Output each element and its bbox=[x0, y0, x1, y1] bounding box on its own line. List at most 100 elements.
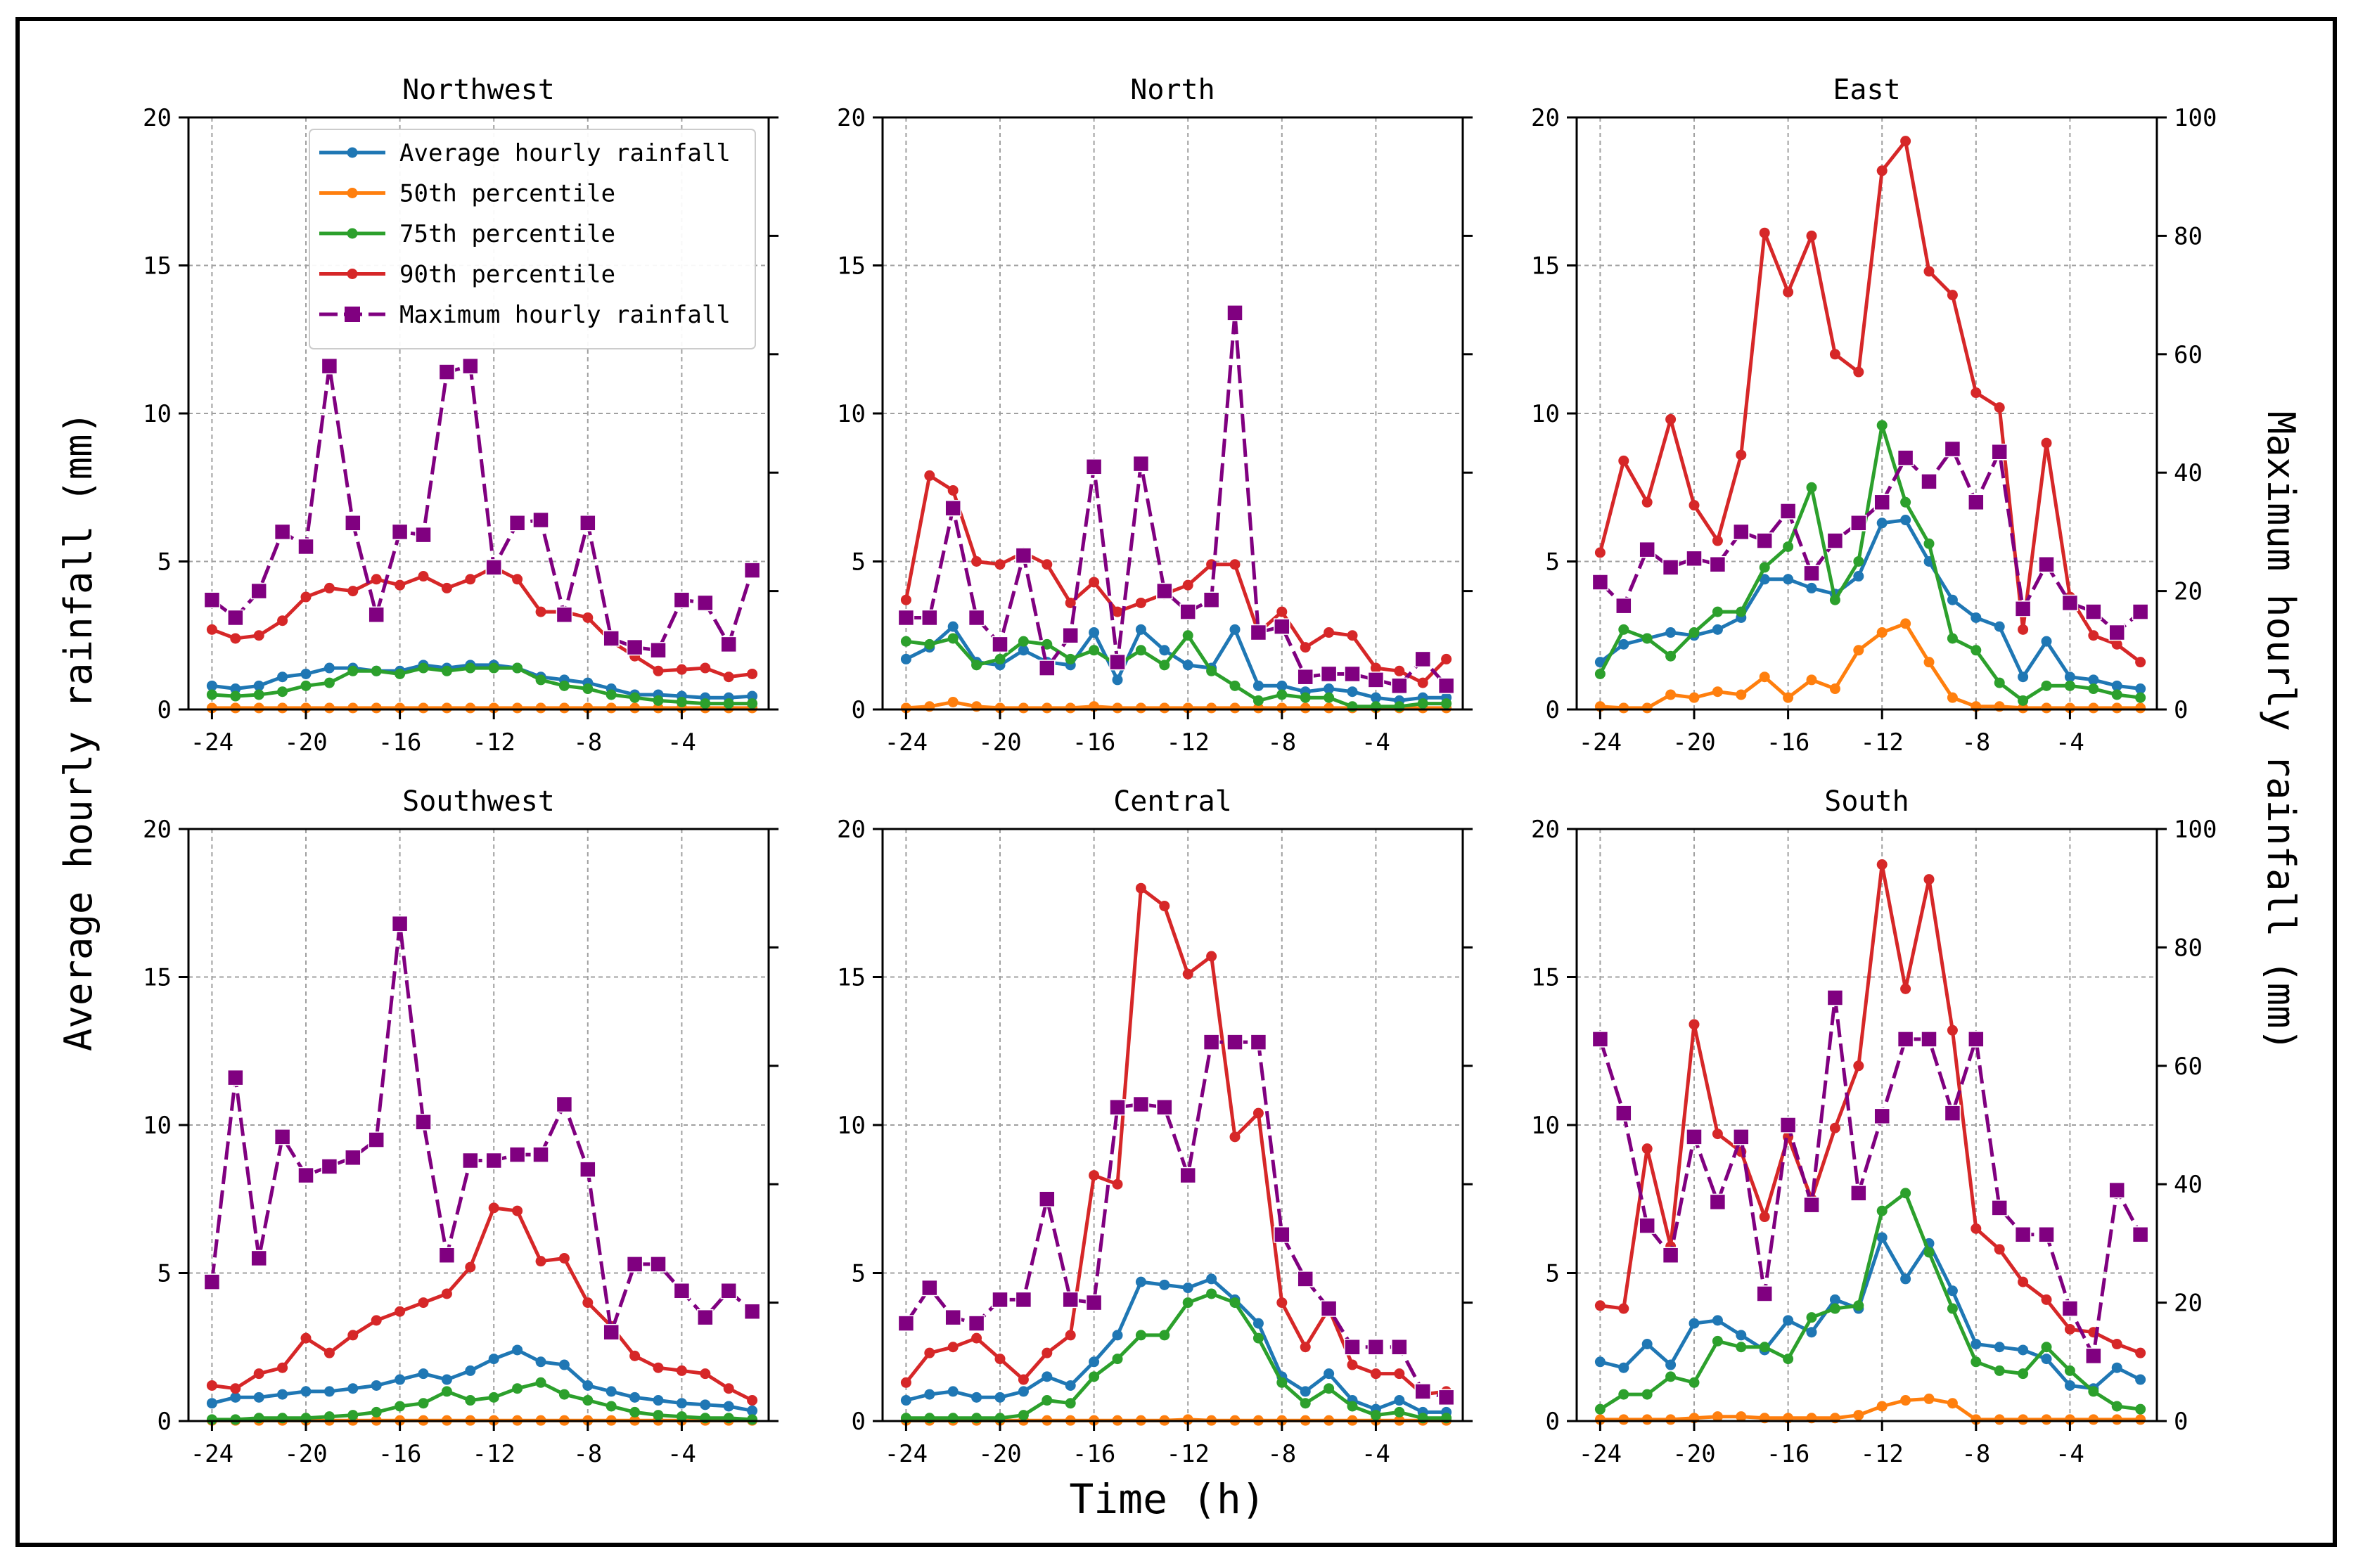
data-point-75th-percentile bbox=[1641, 1389, 1653, 1400]
data-point-maximum-hourly-rainfall bbox=[697, 594, 714, 612]
x-tick-label: -8 bbox=[1267, 728, 1296, 757]
data-point-90th-percentile bbox=[1276, 606, 1288, 617]
data-point-75th-percentile bbox=[1641, 633, 1653, 644]
data-point-75th-percentile bbox=[2135, 1403, 2146, 1415]
data-point-90th-percentile bbox=[441, 1288, 452, 1299]
data-point-average-hourly-rainfall bbox=[1736, 1330, 1747, 1341]
data-point-90th-percentile bbox=[1417, 677, 1428, 688]
data-point-50th-percentile bbox=[1641, 1414, 1653, 1425]
data-point-50th-percentile bbox=[2135, 1414, 2146, 1425]
data-point-90th-percentile bbox=[1923, 874, 1935, 885]
data-point-75th-percentile bbox=[1923, 1247, 1935, 1258]
data-point-maximum-hourly-rainfall bbox=[415, 1114, 432, 1131]
data-point-average-hourly-rainfall bbox=[1853, 571, 1864, 582]
data-point-75th-percentile bbox=[441, 1386, 452, 1397]
data-point-maximum-hourly-rainfall bbox=[1015, 1291, 1032, 1309]
data-point-maximum-hourly-rainfall bbox=[1085, 458, 1103, 475]
legend-label: Maximum hourly rainfall bbox=[399, 301, 731, 329]
data-point-75th-percentile bbox=[1370, 1410, 1381, 1421]
data-point-maximum-hourly-rainfall bbox=[1873, 494, 1890, 511]
data-point-75th-percentile bbox=[1971, 645, 1982, 656]
data-point-average-hourly-rainfall bbox=[2018, 671, 2029, 683]
data-point-75th-percentile bbox=[1276, 689, 1288, 700]
data-point-maximum-hourly-rainfall bbox=[345, 515, 361, 532]
data-point-75th-percentile bbox=[512, 662, 523, 674]
data-point-maximum-hourly-rainfall bbox=[2085, 1347, 2102, 1365]
series-line-maximum-hourly-rainfall bbox=[904, 1040, 1447, 1399]
data-point-average-hourly-rainfall bbox=[1135, 1276, 1146, 1287]
data-point-90th-percentile bbox=[2064, 1323, 2075, 1335]
data-point-average-hourly-rainfall bbox=[535, 1356, 546, 1368]
data-point-maximum-hourly-rainfall bbox=[603, 1323, 620, 1341]
data-point-average-hourly-rainfall bbox=[206, 1398, 217, 1409]
data-point-75th-percentile bbox=[230, 1414, 241, 1425]
data-point-90th-percentile bbox=[1112, 606, 1123, 617]
data-point-75th-percentile bbox=[535, 1377, 546, 1388]
x-tick-label: -20 bbox=[978, 728, 1021, 757]
legend-entry-90th-percentile: 90th percentile bbox=[319, 261, 615, 289]
data-point-50th-percentile bbox=[1994, 1414, 2005, 1425]
data-point-average-hourly-rainfall bbox=[1712, 1315, 1723, 1326]
data-point-maximum-hourly-rainfall bbox=[203, 1273, 221, 1290]
data-point-75th-percentile bbox=[371, 665, 382, 676]
data-point-50th-percentile bbox=[1018, 702, 1029, 714]
data-point-90th-percentile bbox=[1347, 630, 1358, 641]
data-point-75th-percentile bbox=[206, 689, 217, 700]
data-point-average-hourly-rainfall bbox=[1806, 1327, 1817, 1338]
data-point-maximum-hourly-rainfall bbox=[1250, 1034, 1267, 1050]
data-point-average-hourly-rainfall bbox=[2064, 1380, 2075, 1391]
data-point-average-hourly-rainfall bbox=[1252, 680, 1264, 691]
data-point-maximum-hourly-rainfall bbox=[1039, 660, 1056, 676]
data-point-75th-percentile bbox=[253, 689, 264, 700]
data-point-maximum-hourly-rainfall bbox=[485, 1152, 502, 1169]
data-point-maximum-hourly-rainfall bbox=[1968, 494, 1985, 511]
data-point-90th-percentile bbox=[395, 579, 406, 591]
data-point-50th-percentile bbox=[653, 702, 664, 714]
data-point-average-hourly-rainfall bbox=[747, 1405, 758, 1416]
data-point-average-hourly-rainfall bbox=[1347, 686, 1358, 698]
data-point-maximum-hourly-rainfall bbox=[968, 1315, 985, 1332]
data-point-50th-percentile bbox=[2111, 702, 2122, 714]
data-point-50th-percentile bbox=[535, 702, 546, 714]
data-point-average-hourly-rainfall bbox=[465, 1365, 476, 1376]
data-point-90th-percentile bbox=[1347, 1359, 1358, 1370]
data-point-average-hourly-rainfall bbox=[441, 1374, 452, 1385]
data-point-75th-percentile bbox=[395, 668, 406, 679]
data-point-75th-percentile bbox=[2018, 695, 2029, 706]
legend-label: 50th percentile bbox=[399, 180, 615, 208]
data-point-average-hourly-rainfall bbox=[1089, 627, 1100, 638]
data-point-maximum-hourly-rainfall bbox=[345, 1149, 361, 1167]
data-point-average-hourly-rainfall bbox=[1971, 1339, 1982, 1350]
data-point-75th-percentile bbox=[2064, 680, 2075, 691]
data-point-maximum-hourly-rainfall bbox=[1039, 1190, 1056, 1207]
data-point-average-hourly-rainfall bbox=[1324, 1368, 1335, 1380]
legend-label: Average hourly rainfall bbox=[399, 139, 731, 167]
data-point-average-hourly-rainfall bbox=[1947, 594, 1958, 605]
data-point-maximum-hourly-rainfall bbox=[1367, 1339, 1385, 1356]
data-point-75th-percentile bbox=[2064, 1365, 2075, 1376]
x-tick-label: -12 bbox=[1166, 728, 1209, 757]
data-point-90th-percentile bbox=[1947, 290, 1958, 301]
data-point-75th-percentile bbox=[2041, 1342, 2052, 1353]
x-tick-label: -16 bbox=[1072, 728, 1115, 757]
data-point-maximum-hourly-rainfall bbox=[391, 523, 409, 541]
data-point-90th-percentile bbox=[1806, 230, 1817, 241]
data-point-maximum-hourly-rainfall bbox=[1826, 532, 1844, 549]
data-point-maximum-hourly-rainfall bbox=[1991, 443, 2008, 461]
data-point-average-hourly-rainfall bbox=[230, 1392, 241, 1403]
data-point-average-hourly-rainfall bbox=[1876, 1232, 1888, 1243]
data-point-maximum-hourly-rainfall bbox=[1686, 1129, 1703, 1145]
y-tick-label: 20 bbox=[143, 816, 172, 844]
data-point-maximum-hourly-rainfall bbox=[532, 1146, 549, 1163]
data-point-90th-percentile bbox=[1594, 1300, 1606, 1311]
panel-southwest: -24 -20 -16 -12 -8 -4 0 5 10 15 20 Southwest bbox=[143, 785, 778, 1468]
data-point-75th-percentile bbox=[1783, 1354, 1794, 1365]
data-point-90th-percentile bbox=[1712, 535, 1723, 546]
data-point-maximum-hourly-rainfall bbox=[1733, 523, 1750, 541]
data-point-75th-percentile bbox=[1900, 496, 1911, 508]
data-point-maximum-hourly-rainfall bbox=[1615, 1105, 1632, 1122]
data-point-average-hourly-rainfall bbox=[947, 1386, 959, 1397]
data-point-maximum-hourly-rainfall bbox=[250, 1249, 267, 1267]
data-point-75th-percentile bbox=[653, 1410, 664, 1421]
data-point-75th-percentile bbox=[1159, 1330, 1170, 1341]
